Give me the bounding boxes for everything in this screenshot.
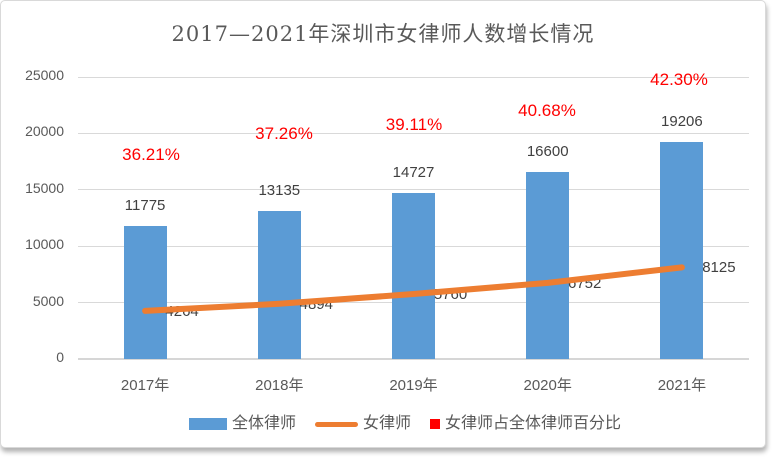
legend-item-3: 女律师占全体律师百分比: [430, 414, 621, 434]
x-axis-label-2020: 2020年: [523, 377, 572, 394]
bar-value-label: 16600: [526, 142, 569, 160]
line-value-label: 6752: [568, 274, 602, 292]
legend: 全体律师 女律师 女律师占全体律师百分比: [1, 414, 765, 434]
bar-value-label: 13135: [258, 181, 301, 199]
bar-2021: [660, 142, 704, 359]
bar-2018: [257, 210, 301, 359]
legend-item-1: 全体律师: [188, 414, 296, 434]
legend-percent-swatch: [430, 419, 440, 429]
bar-value-label: 19206: [661, 113, 703, 131]
legend-label: 女律师: [362, 415, 411, 432]
gridline-0: [78, 358, 749, 360]
bar-value-label: 14727: [392, 163, 435, 181]
gridline-20000: [78, 132, 749, 134]
bar-value-label: 11775: [124, 197, 166, 215]
bar-2020: [526, 171, 570, 359]
percent-label: 36.21%: [122, 145, 180, 164]
gridline-15000: [78, 189, 749, 191]
gridline-25000: [78, 76, 749, 78]
x-axis-label-2021: 2021年: [657, 377, 707, 394]
line-value-label: 8125: [702, 259, 736, 277]
x-axis-label-2017: 2017年: [120, 377, 170, 394]
percent-label: 37.26%: [255, 124, 313, 143]
chart-card: 2017—2021年深圳市女律师人数增长情况 0 5000 10000 15000 20…: [0, 0, 766, 448]
chart-title: 2017—2021年深圳市女律师人数增长情况: [171, 22, 595, 46]
percent-label: 40.68%: [518, 101, 576, 120]
x-axis-label-2018: 2018年: [255, 377, 304, 394]
line-value-label: 4894: [299, 295, 333, 313]
y-axis-label-20000: 20000: [25, 123, 64, 140]
x-axis-label-2019: 2019年: [389, 377, 438, 394]
bar-2019: [392, 192, 435, 359]
bar-2017: [123, 226, 167, 359]
y-axis-label-0: 0: [56, 349, 64, 365]
line-value-label: 5760: [433, 286, 468, 304]
legend-label: 全体律师: [231, 415, 296, 432]
legend-item-2: 女律师: [314, 414, 411, 434]
y-axis-label-25000: 25000: [25, 67, 64, 83]
legend-bar-swatch: [188, 418, 227, 430]
percent-label: 42.30%: [650, 70, 708, 89]
legend-label: 女律师占全体律师百分比: [445, 415, 622, 432]
line-value-label: 4264: [165, 302, 199, 320]
percent-label: 39.11%: [385, 115, 443, 134]
legend-line-swatch: [314, 421, 358, 427]
y-axis-label-5000: 5000: [32, 292, 64, 309]
y-axis-label-15000: 15000: [25, 179, 64, 196]
y-axis-label-10000: 10000: [25, 236, 64, 253]
